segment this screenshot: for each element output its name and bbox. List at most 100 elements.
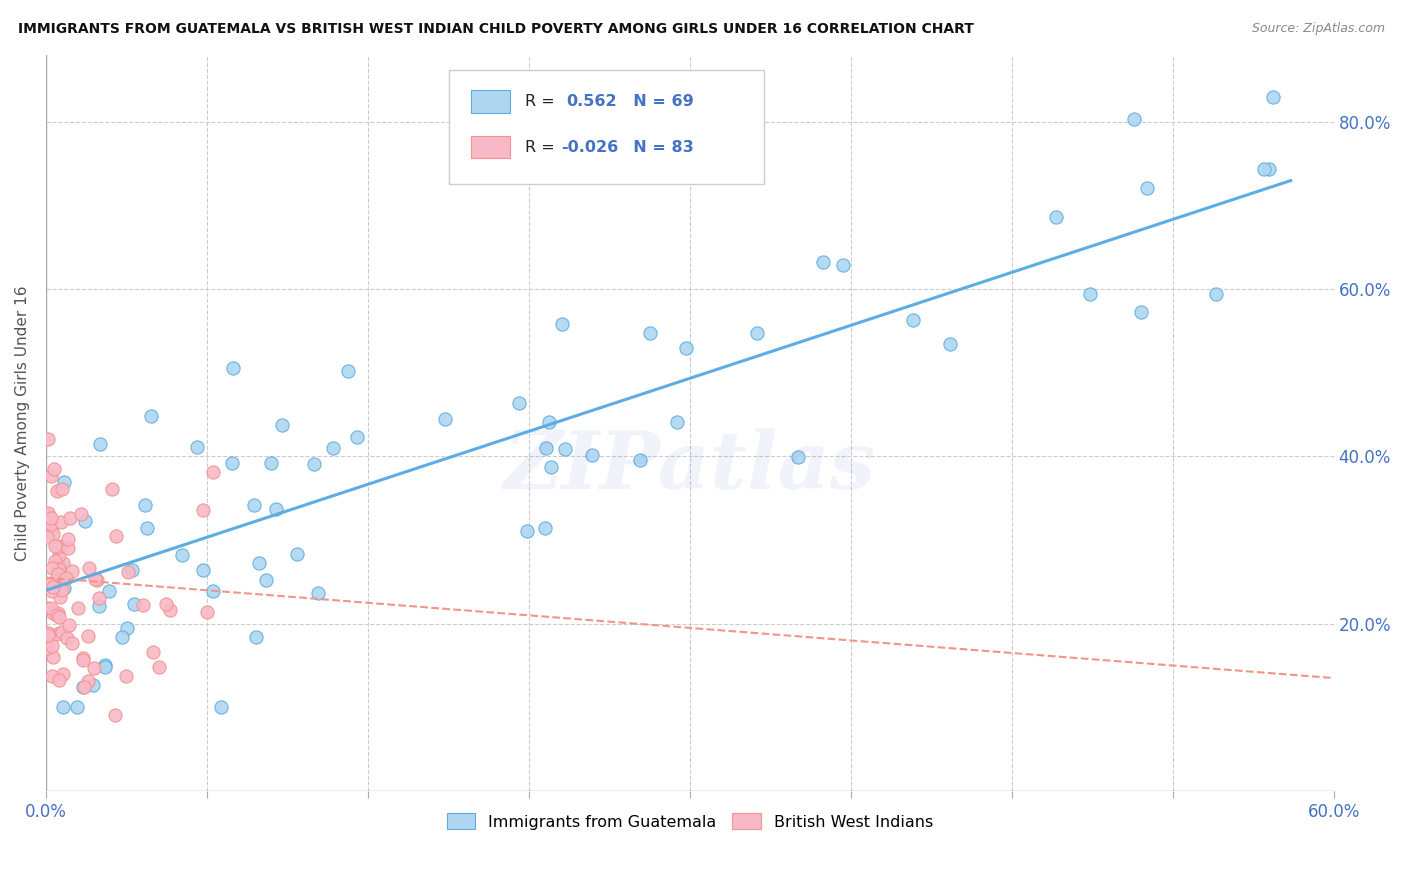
- Point: [1253, 162, 1275, 177]
- Point: [56, 541, 79, 556]
- Point: [148, 660, 170, 674]
- Point: [41, 639, 63, 653]
- Point: [52, 700, 75, 714]
- Point: [221, 456, 243, 470]
- Point: [48, 548, 70, 562]
- Point: [115, 669, 138, 683]
- Point: [628, 452, 651, 467]
- Point: [155, 598, 177, 612]
- Point: [41, 584, 63, 599]
- Point: [87, 599, 110, 613]
- Point: [37, 508, 59, 522]
- Point: [1078, 287, 1101, 301]
- Point: [101, 482, 124, 496]
- Point: [51, 482, 73, 496]
- Point: [49, 591, 72, 605]
- Point: [37, 626, 59, 640]
- Point: [55, 631, 77, 645]
- Point: [48, 558, 70, 572]
- Point: [94, 658, 117, 673]
- Point: [159, 602, 181, 616]
- Point: [72, 653, 94, 667]
- Point: [131, 598, 153, 612]
- Y-axis label: Child Poverty Among Girls Under 16: Child Poverty Among Girls Under 16: [15, 285, 30, 561]
- Point: [35, 641, 58, 656]
- Text: -0.026: -0.026: [561, 140, 619, 154]
- Point: [82, 678, 104, 692]
- Point: [53, 475, 76, 489]
- Point: [66, 601, 89, 615]
- Point: [83, 661, 105, 675]
- Point: [260, 457, 283, 471]
- Point: [52, 556, 75, 570]
- Point: [49, 566, 72, 580]
- Point: [271, 418, 294, 433]
- Text: IMMIGRANTS FROM GUATEMALA VS BRITISH WEST INDIAN CHILD POVERTY AMONG GIRLS UNDER: IMMIGRANTS FROM GUATEMALA VS BRITISH WES…: [18, 22, 974, 37]
- Point: [434, 411, 457, 425]
- Point: [242, 498, 264, 512]
- Point: [254, 573, 277, 587]
- Point: [1123, 112, 1146, 126]
- Point: [675, 341, 697, 355]
- Point: [42, 527, 65, 541]
- Point: [191, 503, 214, 517]
- Point: [337, 364, 360, 378]
- Point: [46, 567, 69, 582]
- Point: [346, 430, 368, 444]
- Point: [540, 460, 562, 475]
- Point: [554, 442, 576, 456]
- Point: [1205, 287, 1227, 301]
- Point: [201, 584, 224, 599]
- Point: [48, 626, 70, 640]
- Point: [48, 673, 70, 687]
- Point: [52, 581, 75, 595]
- Point: [222, 361, 245, 376]
- Point: [121, 563, 143, 577]
- Point: [39, 511, 62, 525]
- Point: [307, 586, 329, 600]
- Point: [72, 680, 94, 694]
- Point: [39, 601, 62, 615]
- Point: [46, 541, 69, 555]
- Point: [77, 629, 100, 643]
- Point: [186, 441, 208, 455]
- Point: [134, 499, 156, 513]
- Point: [97, 584, 120, 599]
- Point: [37, 506, 59, 520]
- Point: [1136, 180, 1159, 194]
- Point: [104, 529, 127, 543]
- Point: [786, 450, 808, 464]
- Point: [813, 255, 835, 269]
- Point: [45, 562, 67, 576]
- Point: [44, 462, 66, 476]
- Point: [538, 415, 561, 429]
- Point: [49, 539, 72, 553]
- Point: [124, 597, 146, 611]
- Point: [135, 520, 157, 534]
- Point: [60, 636, 83, 650]
- Point: [51, 583, 73, 598]
- Point: [1257, 162, 1279, 177]
- Text: ZIPatlas: ZIPatlas: [503, 428, 876, 506]
- Point: [51, 569, 73, 583]
- Point: [44, 554, 66, 568]
- Point: [1129, 305, 1152, 319]
- Point: [508, 396, 530, 410]
- Point: [55, 571, 77, 585]
- Point: [39, 517, 62, 532]
- Point: [52, 667, 75, 681]
- Point: [638, 326, 661, 341]
- Point: [831, 258, 853, 272]
- Point: [534, 521, 557, 535]
- Point: [37, 432, 59, 446]
- Text: N = 69: N = 69: [621, 94, 693, 109]
- Point: [48, 582, 70, 596]
- Point: [534, 441, 557, 455]
- Point: [115, 621, 138, 635]
- Point: [37, 600, 59, 615]
- Point: [665, 415, 688, 429]
- Point: [1263, 90, 1285, 104]
- Point: [59, 510, 82, 524]
- Point: [551, 317, 574, 331]
- Point: [39, 576, 62, 591]
